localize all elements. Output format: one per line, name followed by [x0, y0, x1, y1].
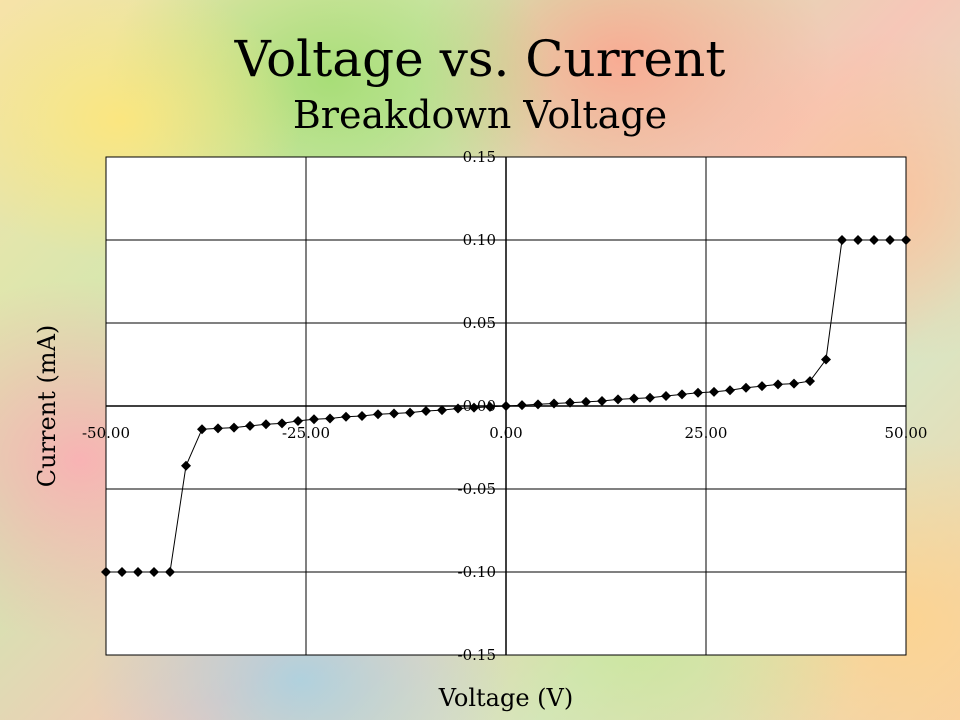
data-point-44: [805, 376, 815, 387]
data-point-16: [357, 410, 367, 421]
data-point-38: [709, 386, 719, 397]
y-tick-label-0: 0.15: [463, 148, 496, 166]
data-point-11: [277, 418, 287, 429]
data-point-50: [901, 235, 911, 245]
data-point-32: [613, 394, 623, 405]
y-axis-title: Current (mA): [33, 325, 61, 488]
data-point-19: [405, 407, 415, 418]
data-point-17: [373, 409, 383, 420]
data-point-12: [293, 415, 303, 426]
y-tick-label-5: -0.10: [458, 563, 496, 581]
data-point-18: [389, 408, 399, 419]
y-tick-label-3: 0.00: [463, 397, 496, 415]
data-point-42: [773, 379, 783, 390]
data-point-34: [645, 392, 655, 403]
data-point-39: [725, 385, 735, 396]
data-point-5: [181, 460, 191, 471]
y-tick-label-2: 0.05: [463, 314, 496, 332]
data-series: [101, 235, 911, 577]
data-point-33: [629, 393, 639, 404]
slide-subtitle: Breakdown Voltage: [292, 93, 668, 137]
x-tick-label-3: 25.00: [685, 424, 728, 442]
tick-labels: -50.00 -25.00 0.00 25.00 50.00 0.15 0.10 0.05 0.…: [82, 148, 927, 664]
data-point-7: [213, 423, 223, 434]
data-point-47: [853, 235, 863, 245]
data-point-35: [661, 391, 671, 402]
y-tick-label-4: -0.05: [458, 480, 496, 498]
data-point-29: [565, 397, 575, 408]
data-point-6: [197, 424, 207, 435]
data-point-24: [485, 401, 495, 412]
data-point-37: [693, 387, 703, 398]
data-point-8: [229, 422, 239, 433]
slide-title: Voltage vs. Current: [234, 30, 726, 88]
data-point-36: [677, 389, 687, 400]
data-point-10: [261, 419, 271, 430]
data-point-0: [101, 567, 111, 577]
x-tick-label-0: -50.00: [82, 424, 130, 442]
data-point-3: [149, 567, 159, 577]
data-point-2: [133, 567, 143, 577]
x-axis-title: Voltage (V): [438, 684, 573, 712]
data-point-48: [869, 235, 879, 245]
data-point-30: [581, 396, 591, 407]
data-point-41: [757, 381, 767, 392]
y-tick-label-1: 0.10: [463, 231, 496, 249]
data-point-46: [837, 235, 847, 245]
data-point-28: [549, 398, 559, 409]
data-point-20: [421, 405, 431, 416]
y-tick-label-6: -0.15: [458, 646, 496, 664]
data-point-25: [501, 401, 511, 411]
data-point-23: [469, 402, 479, 413]
data-point-31: [597, 396, 607, 407]
x-tick-label-4: 50.00: [885, 424, 928, 442]
data-point-22: [453, 403, 463, 414]
x-tick-label-2: 0.00: [489, 424, 522, 442]
data-point-21: [437, 405, 447, 416]
data-point-27: [533, 399, 543, 410]
data-point-26: [517, 400, 527, 411]
data-point-45: [821, 354, 831, 365]
data-point-43: [789, 378, 799, 389]
data-point-13: [309, 414, 319, 425]
data-point-1: [117, 567, 127, 577]
data-point-9: [245, 420, 255, 431]
data-point-15: [341, 411, 351, 422]
x-tick-label-1: -25.00: [282, 424, 330, 442]
data-point-49: [885, 235, 895, 245]
data-point-14: [325, 413, 335, 424]
data-point-4: [165, 567, 175, 577]
data-point-40: [741, 382, 751, 393]
